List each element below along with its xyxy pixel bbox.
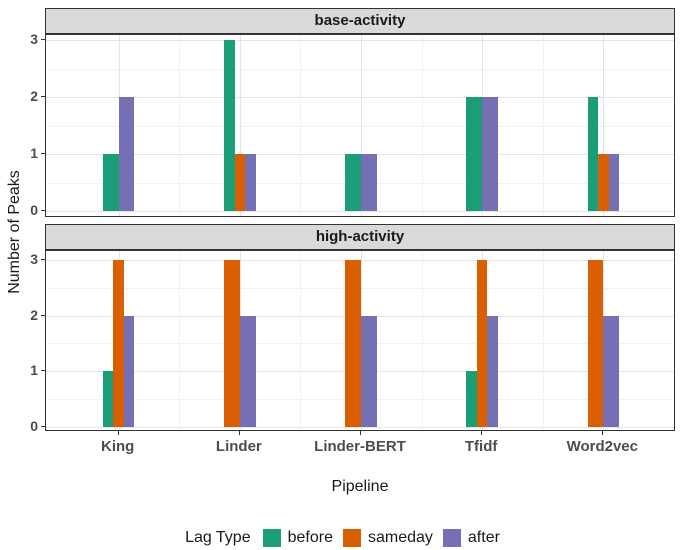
gridline-major-v xyxy=(603,35,605,216)
facet-strip-label: base-activity xyxy=(314,12,406,29)
gridline-minor-v xyxy=(179,251,181,430)
x-tick-mark xyxy=(481,431,483,435)
y-tick-label: 1 xyxy=(30,362,38,379)
y-tick-mark xyxy=(41,258,45,260)
y-tick-mark xyxy=(41,426,45,427)
bar-after-linder-bert xyxy=(361,315,377,427)
y-tick-mark xyxy=(41,153,45,154)
bar-sameday-tfidf xyxy=(476,259,488,427)
bar-sameday-linder xyxy=(234,154,246,211)
legend-item-sameday: sameday xyxy=(342,529,433,547)
facet-strip-label: high-activity xyxy=(315,228,405,245)
gridline-minor-v xyxy=(542,251,544,430)
bar-sameday-linder-bert xyxy=(345,259,361,427)
x-tick-label-king: King xyxy=(101,438,135,455)
legend-swatch-before xyxy=(262,529,281,547)
legend: Lag Type before sameday after xyxy=(0,527,685,549)
y-tick-label: 2 xyxy=(30,306,38,323)
y-tick-mark xyxy=(41,370,45,372)
y-tick-label: 3 xyxy=(30,31,38,47)
y-tick-label: 0 xyxy=(30,202,38,218)
gridline-major-h xyxy=(46,97,674,98)
y-tick-mark xyxy=(41,96,45,97)
bar-after-linder xyxy=(245,154,256,211)
bar-sameday-word2vec xyxy=(587,259,604,427)
bar-after-word2vec xyxy=(608,154,620,211)
bar-after-king xyxy=(123,315,135,427)
y-tick-label: 2 xyxy=(30,88,38,104)
bar-after-linder xyxy=(239,315,256,427)
legend-swatch-after xyxy=(442,529,461,547)
bar-sameday-king xyxy=(113,259,124,427)
y-tick-mark xyxy=(41,210,45,211)
panel-high-activity xyxy=(45,250,675,431)
gridline-minor-v xyxy=(421,35,423,216)
bar-sameday-linder xyxy=(224,259,240,427)
bar-before-tfidf xyxy=(466,371,477,427)
x-tick-label-linder: Linder xyxy=(215,438,262,455)
bar-before-linder-bert xyxy=(345,154,361,211)
facet-strip-base-activity: base-activity xyxy=(45,8,675,34)
y-axis-title: Number of Peaks xyxy=(6,170,23,294)
gridline-minor-h xyxy=(46,125,674,127)
x-tick-mark xyxy=(360,431,361,435)
x-tick-label-tfidf: Tfidf xyxy=(464,438,498,455)
legend-item-after: after xyxy=(442,529,500,547)
gridline-minor-v xyxy=(542,35,544,216)
legend-label-sameday: sameday xyxy=(367,529,433,546)
y-tick-label: 3 xyxy=(30,250,38,267)
bar-before-tfidf xyxy=(466,97,483,211)
x-tick-mark xyxy=(238,431,240,435)
bar-after-linder-bert xyxy=(361,154,377,211)
gridline-minor-h xyxy=(46,68,674,70)
bar-before-word2vec xyxy=(587,97,599,211)
bar-sameday-word2vec xyxy=(598,154,609,211)
legend-item-before: before xyxy=(262,529,333,547)
x-tick-mark xyxy=(602,431,604,435)
gridline-major-h xyxy=(46,211,674,212)
bar-after-word2vec xyxy=(603,315,620,427)
gridline-minor-v xyxy=(300,35,302,216)
gridline-minor-v xyxy=(300,251,302,430)
bar-before-king xyxy=(102,154,119,211)
legend-title: Lag Type xyxy=(185,529,251,546)
x-tick-label-word2vec: Word2vec xyxy=(566,438,638,455)
bar-before-linder xyxy=(224,40,235,211)
x-tick-label-linder-bert: Linder-BERT xyxy=(314,438,406,455)
bar-after-tfidf xyxy=(482,97,498,211)
x-axis-title: Pipeline xyxy=(331,478,389,495)
bar-after-tfidf xyxy=(487,315,498,427)
gridline-major-h xyxy=(46,40,674,41)
legend-label-before: before xyxy=(287,529,333,546)
y-tick-label: 0 xyxy=(30,418,38,434)
x-tick-mark xyxy=(117,431,119,435)
legend-swatch-sameday xyxy=(342,529,361,547)
y-tick-mark xyxy=(41,314,45,316)
bar-after-king xyxy=(118,97,135,211)
bar-before-king xyxy=(102,371,114,427)
gridline-minor-v xyxy=(179,35,181,216)
legend-label-after: after xyxy=(467,529,500,546)
gridline-minor-v xyxy=(421,251,423,430)
gridline-major-v xyxy=(239,35,241,216)
panel-base-activity xyxy=(45,34,675,217)
y-tick-label: 1 xyxy=(30,145,38,161)
gridline-major-h xyxy=(46,427,674,428)
y-tick-mark xyxy=(41,39,45,40)
gridline-major-v xyxy=(361,35,362,216)
facet-strip-high-activity: high-activity xyxy=(45,224,675,250)
